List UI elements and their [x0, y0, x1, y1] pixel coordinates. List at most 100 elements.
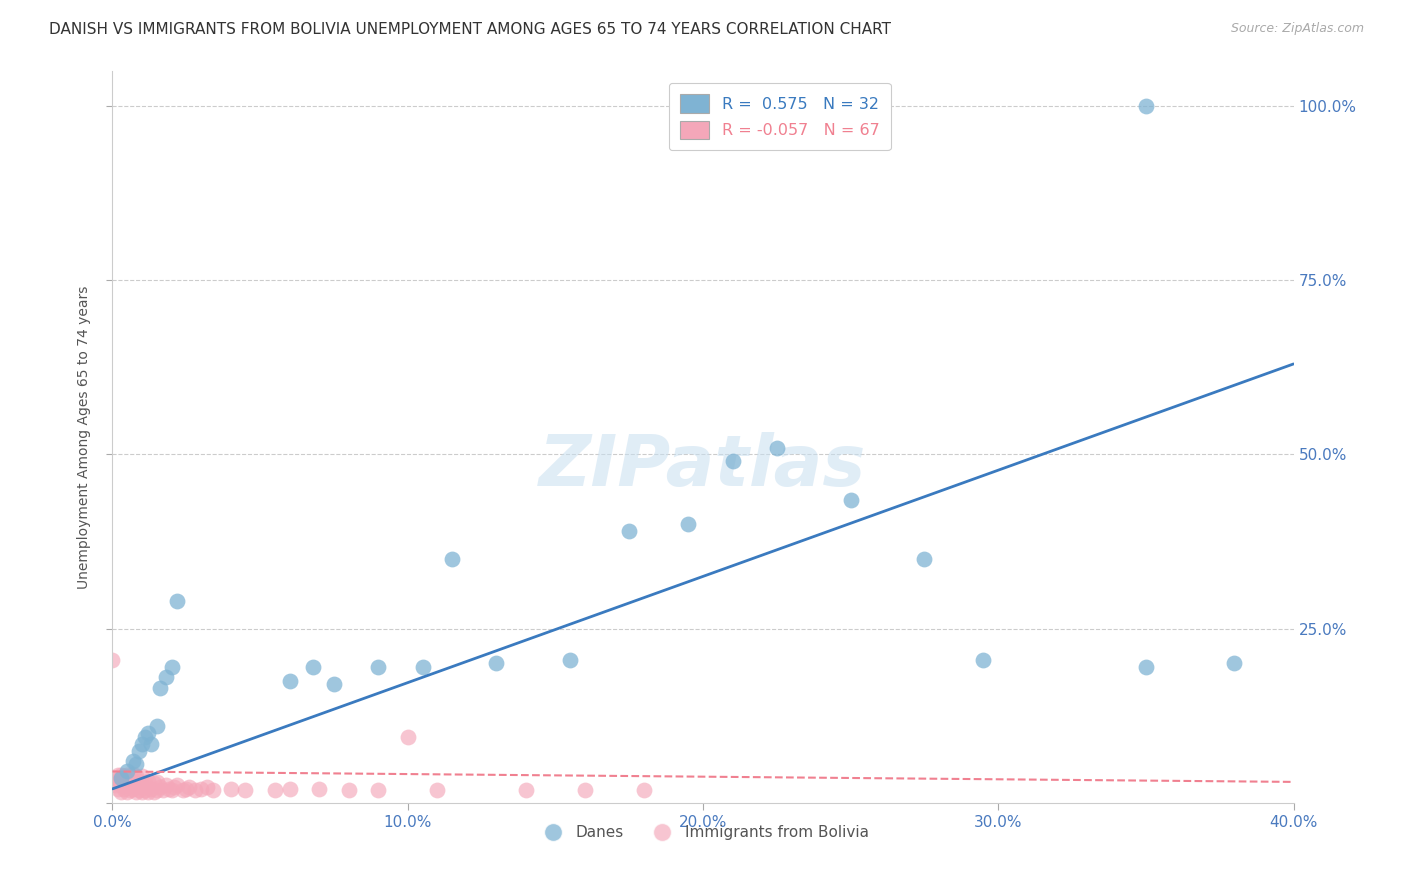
Point [574, 783, 596, 797]
Point [122, 775, 145, 789]
Text: ZIPatlas: ZIPatlas [540, 432, 866, 500]
Point [411, 660, 433, 674]
Point [112, 775, 135, 789]
Point [117, 785, 138, 799]
Point [323, 677, 346, 691]
Point [163, 780, 186, 795]
Point [136, 726, 159, 740]
Point [166, 778, 188, 792]
Point [160, 660, 183, 674]
Point [441, 552, 464, 566]
Point [134, 730, 156, 744]
Point [172, 783, 194, 797]
Point [120, 776, 142, 790]
Point [179, 780, 201, 795]
Point [337, 783, 360, 797]
Point [104, 778, 127, 792]
Point [110, 768, 132, 782]
Point [107, 775, 129, 789]
Point [367, 783, 389, 797]
Point [426, 783, 449, 797]
Point [104, 775, 127, 789]
Point [117, 764, 138, 779]
Point [558, 653, 582, 667]
Point [139, 737, 162, 751]
Point [721, 454, 744, 468]
Point [125, 778, 148, 792]
Point [1223, 657, 1246, 671]
Point [633, 783, 655, 797]
Point [264, 783, 287, 797]
Point [125, 757, 148, 772]
Point [139, 781, 162, 796]
Y-axis label: Unemployment Among Ages 65 to 74 years: Unemployment Among Ages 65 to 74 years [77, 285, 91, 589]
Point [839, 492, 862, 507]
Point [1135, 660, 1157, 674]
Point [195, 780, 218, 795]
Point [131, 737, 153, 751]
Text: Source: ZipAtlas.com: Source: ZipAtlas.com [1230, 22, 1364, 36]
Point [201, 783, 224, 797]
Point [678, 517, 700, 532]
Point [120, 783, 142, 797]
Point [101, 653, 124, 667]
Point [619, 524, 641, 538]
Point [367, 660, 389, 674]
Text: DANISH VS IMMIGRANTS FROM BOLIVIA UNEMPLOYMENT AMONG AGES 65 TO 74 YEARS CORRELA: DANISH VS IMMIGRANTS FROM BOLIVIA UNEMPL… [49, 22, 891, 37]
Point [131, 769, 153, 783]
Point [174, 781, 197, 796]
Point [302, 660, 325, 674]
Point [107, 768, 129, 782]
Point [134, 776, 156, 790]
Point [157, 781, 180, 796]
Point [146, 775, 169, 789]
Point [155, 670, 177, 684]
Legend: Danes, Immigrants from Bolivia: Danes, Immigrants from Bolivia [531, 819, 875, 847]
Point [278, 673, 301, 688]
Point [122, 754, 145, 768]
Point [152, 783, 174, 797]
Point [128, 773, 150, 788]
Point [112, 769, 135, 783]
Point [219, 781, 242, 796]
Point [184, 783, 207, 797]
Point [766, 441, 789, 455]
Point [128, 783, 150, 797]
Point [117, 778, 138, 792]
Point [278, 781, 301, 796]
Point [110, 785, 132, 799]
Point [117, 773, 138, 788]
Point [122, 781, 145, 796]
Point [166, 594, 188, 608]
Point [131, 778, 153, 792]
Point [104, 772, 127, 786]
Point [233, 783, 256, 797]
Point [117, 768, 138, 782]
Point [146, 719, 169, 733]
Point [136, 773, 159, 788]
Point [485, 657, 508, 671]
Point [149, 780, 172, 795]
Point [160, 783, 183, 797]
Point [112, 781, 135, 796]
Point [396, 730, 419, 744]
Point [142, 785, 165, 799]
Point [155, 778, 177, 792]
Point [125, 785, 148, 799]
Point [1135, 99, 1157, 113]
Point [128, 743, 150, 757]
Point [149, 681, 172, 695]
Point [122, 766, 145, 780]
Point [973, 653, 995, 667]
Point [146, 783, 169, 797]
Point [120, 769, 142, 783]
Point [134, 783, 156, 797]
Point [110, 772, 132, 786]
Point [107, 781, 129, 796]
Point [308, 781, 330, 796]
Point [110, 775, 132, 789]
Point [131, 785, 153, 799]
Point [110, 778, 132, 792]
Point [125, 769, 148, 783]
Point [142, 776, 165, 790]
